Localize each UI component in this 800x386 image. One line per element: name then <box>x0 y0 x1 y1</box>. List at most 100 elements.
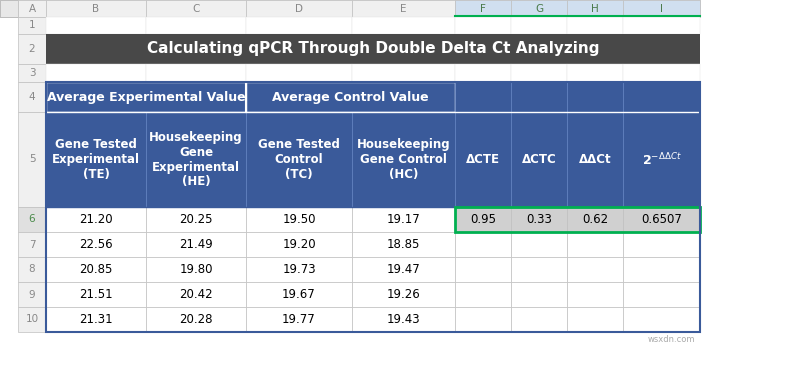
Bar <box>18 282 46 307</box>
Bar <box>18 34 46 64</box>
Text: 21.51: 21.51 <box>79 288 113 301</box>
Bar <box>18 307 46 332</box>
Bar <box>352 112 455 207</box>
Bar <box>146 64 246 82</box>
Bar <box>623 232 700 257</box>
Bar <box>455 282 511 307</box>
Bar <box>511 207 567 232</box>
Bar <box>352 307 455 332</box>
Bar <box>46 0 146 17</box>
Bar <box>46 82 455 112</box>
Bar <box>46 82 700 332</box>
Bar <box>623 17 700 34</box>
Bar <box>567 64 623 82</box>
Text: Housekeeping
Gene
Experimental
(HE): Housekeeping Gene Experimental (HE) <box>149 130 243 188</box>
Bar <box>455 257 511 282</box>
Bar <box>46 64 146 82</box>
Bar <box>246 282 352 307</box>
Bar <box>455 307 511 332</box>
Bar <box>46 112 146 207</box>
Bar <box>246 207 352 232</box>
Bar <box>146 207 246 232</box>
Bar <box>455 82 511 112</box>
Text: 2: 2 <box>29 44 35 54</box>
Text: 0.6507: 0.6507 <box>641 213 682 226</box>
Bar <box>0 0 700 17</box>
Bar <box>46 207 146 232</box>
Text: 9: 9 <box>29 290 35 300</box>
Bar <box>352 0 455 17</box>
Text: 20.42: 20.42 <box>179 288 213 301</box>
Text: 19.67: 19.67 <box>282 288 316 301</box>
Text: 19.77: 19.77 <box>282 313 316 326</box>
Bar <box>455 207 700 232</box>
Text: Gene Tested
Control
(TC): Gene Tested Control (TC) <box>258 138 340 181</box>
Bar <box>567 257 623 282</box>
Bar <box>352 232 455 257</box>
Bar <box>623 0 700 17</box>
Bar <box>352 257 455 282</box>
Text: G: G <box>535 3 543 14</box>
Bar <box>146 307 246 332</box>
Text: D: D <box>295 3 303 14</box>
Bar <box>246 232 352 257</box>
Bar <box>623 257 700 282</box>
Bar <box>352 64 455 82</box>
Text: Calculating qPCR Through Double Delta Ct Analyzing: Calculating qPCR Through Double Delta Ct… <box>146 42 599 56</box>
Text: 22.56: 22.56 <box>79 238 113 251</box>
Bar <box>352 207 455 232</box>
Text: 18.85: 18.85 <box>387 238 420 251</box>
Text: Housekeeping
Gene Control
(HC): Housekeeping Gene Control (HC) <box>357 138 450 181</box>
Text: H: H <box>591 3 599 14</box>
Bar <box>455 0 511 17</box>
Bar <box>146 232 246 257</box>
Bar <box>511 307 567 332</box>
Bar <box>623 307 700 332</box>
Bar <box>623 112 700 207</box>
Text: wsxdn.com: wsxdn.com <box>647 335 695 344</box>
Bar <box>567 0 623 17</box>
Bar <box>246 0 352 17</box>
Bar <box>455 64 511 82</box>
Bar <box>246 17 352 34</box>
Text: 7: 7 <box>29 239 35 249</box>
Text: 19.73: 19.73 <box>282 263 316 276</box>
Bar <box>146 0 246 17</box>
Text: 5: 5 <box>29 154 35 164</box>
Text: ΔCTC: ΔCTC <box>522 153 556 166</box>
Bar <box>246 112 352 207</box>
Bar <box>567 112 623 207</box>
Bar <box>18 64 46 82</box>
Bar <box>511 82 567 112</box>
Bar <box>46 282 146 307</box>
Bar <box>146 257 246 282</box>
Bar <box>46 34 700 64</box>
Bar <box>18 17 46 34</box>
Bar <box>511 257 567 282</box>
Bar <box>352 17 455 34</box>
Bar <box>567 17 623 34</box>
Bar <box>18 207 46 232</box>
Bar <box>623 82 700 112</box>
Bar <box>623 207 700 232</box>
Text: F: F <box>480 3 486 14</box>
Text: 21.49: 21.49 <box>179 238 213 251</box>
Text: 3: 3 <box>29 68 35 78</box>
Text: C: C <box>192 3 200 14</box>
Text: 19.26: 19.26 <box>386 288 420 301</box>
Bar <box>511 17 567 34</box>
Bar <box>455 112 511 207</box>
Bar <box>567 232 623 257</box>
Bar <box>246 307 352 332</box>
Bar <box>567 282 623 307</box>
Bar <box>146 282 246 307</box>
Text: Average Control Value: Average Control Value <box>272 90 429 103</box>
Text: 19.17: 19.17 <box>386 213 420 226</box>
Bar <box>246 82 455 112</box>
Text: 19.43: 19.43 <box>386 313 420 326</box>
Text: E: E <box>400 3 406 14</box>
Text: 6: 6 <box>29 215 35 225</box>
Bar <box>567 307 623 332</box>
Bar <box>352 282 455 307</box>
Text: 19.50: 19.50 <box>282 213 316 226</box>
